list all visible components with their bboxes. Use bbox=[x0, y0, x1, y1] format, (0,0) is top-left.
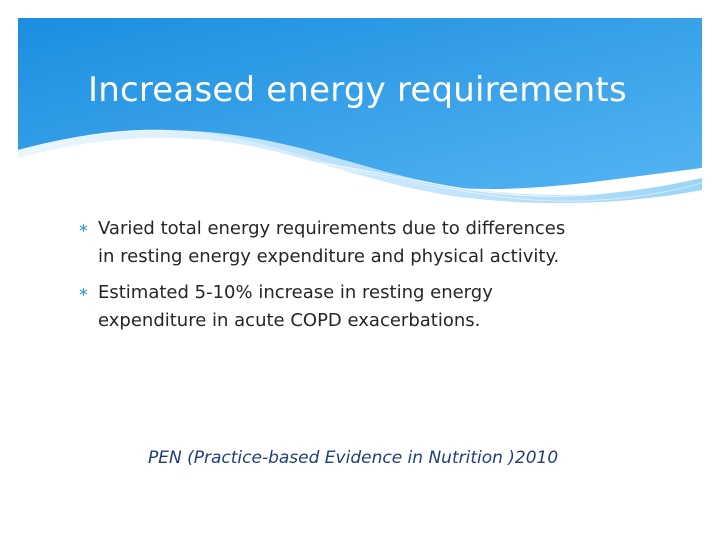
wave-banner-graphic bbox=[18, 18, 702, 204]
bullet-line: in resting energy expenditure and physic… bbox=[98, 246, 560, 267]
bullet-item: ∗ Estimated 5-10% increase in resting en… bbox=[78, 279, 638, 335]
wave-highlight bbox=[18, 130, 702, 204]
banner-background bbox=[18, 18, 702, 189]
bullet-line: Varied total energy requirements due to … bbox=[98, 218, 566, 239]
slide-title: Increased energy requirements bbox=[88, 70, 627, 110]
bullet-item: ∗ Varied total energy requirements due t… bbox=[78, 215, 638, 271]
citation: PEN (Practice-based Evidence in Nutritio… bbox=[148, 448, 559, 468]
bullet-list: ∗ Varied total energy requirements due t… bbox=[78, 215, 638, 343]
bullet-line: Estimated 5-10% increase in resting ener… bbox=[98, 282, 493, 303]
wave-line bbox=[277, 157, 702, 197]
title-banner: Increased energy requirements bbox=[18, 18, 702, 218]
bullet-line: expenditure in acute COPD exacerbations. bbox=[98, 310, 481, 331]
asterisk-bullet-icon: ∗ bbox=[78, 221, 89, 236]
asterisk-bullet-icon: ∗ bbox=[78, 285, 89, 300]
wave-line bbox=[337, 167, 702, 202]
